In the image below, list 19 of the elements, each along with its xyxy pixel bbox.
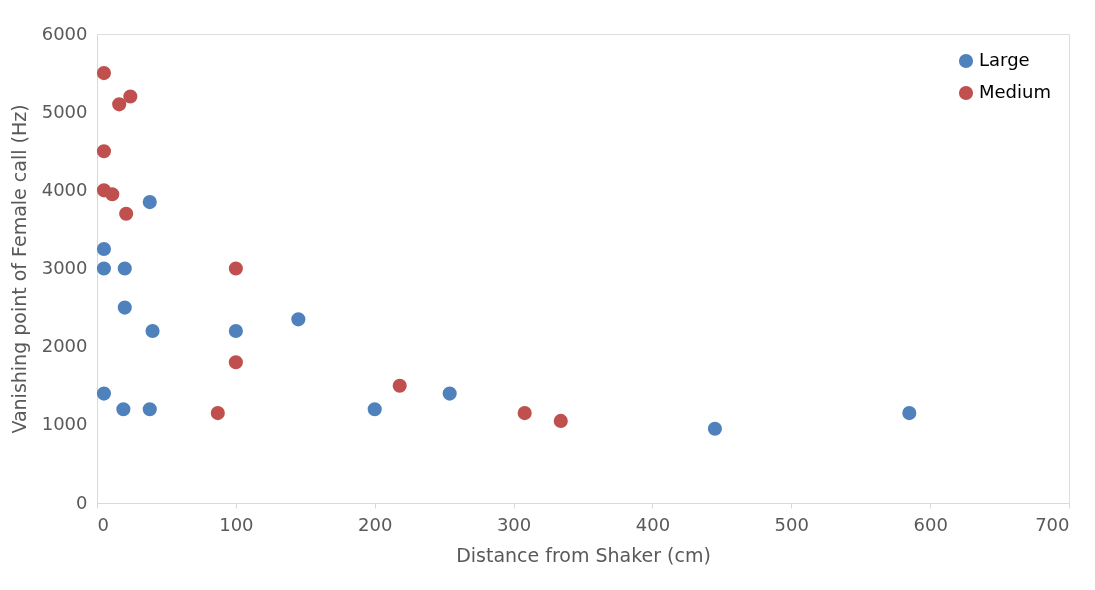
legend-label: Medium — [979, 81, 1051, 102]
legend-label: Large — [979, 49, 1030, 70]
y-tick-label: 4000 — [41, 178, 88, 200]
x-tick-label: 600 — [913, 513, 948, 535]
y-axis-title: Vanishing point of Female call (Hz) — [7, 104, 30, 434]
x-tick-label: 200 — [358, 513, 393, 535]
y-tick-label: 0 — [76, 491, 88, 513]
y-tick-label: 6000 — [41, 22, 88, 44]
y-tick-label: 1000 — [41, 413, 88, 435]
x-tick-label: 700 — [1035, 513, 1070, 535]
x-tick-label: 400 — [635, 513, 671, 535]
y-tick-label: 3000 — [41, 257, 88, 278]
x-axis-title: Distance from Shaker (cm) — [456, 543, 711, 566]
x-tick-label: 300 — [496, 513, 532, 535]
x-tick-label: 0 — [97, 513, 109, 535]
x-tick-label: 500 — [774, 513, 809, 535]
y-tick-label: 5000 — [41, 100, 88, 122]
x-tick-label: 100 — [219, 513, 254, 535]
y-tick-label: 2000 — [41, 335, 88, 357]
